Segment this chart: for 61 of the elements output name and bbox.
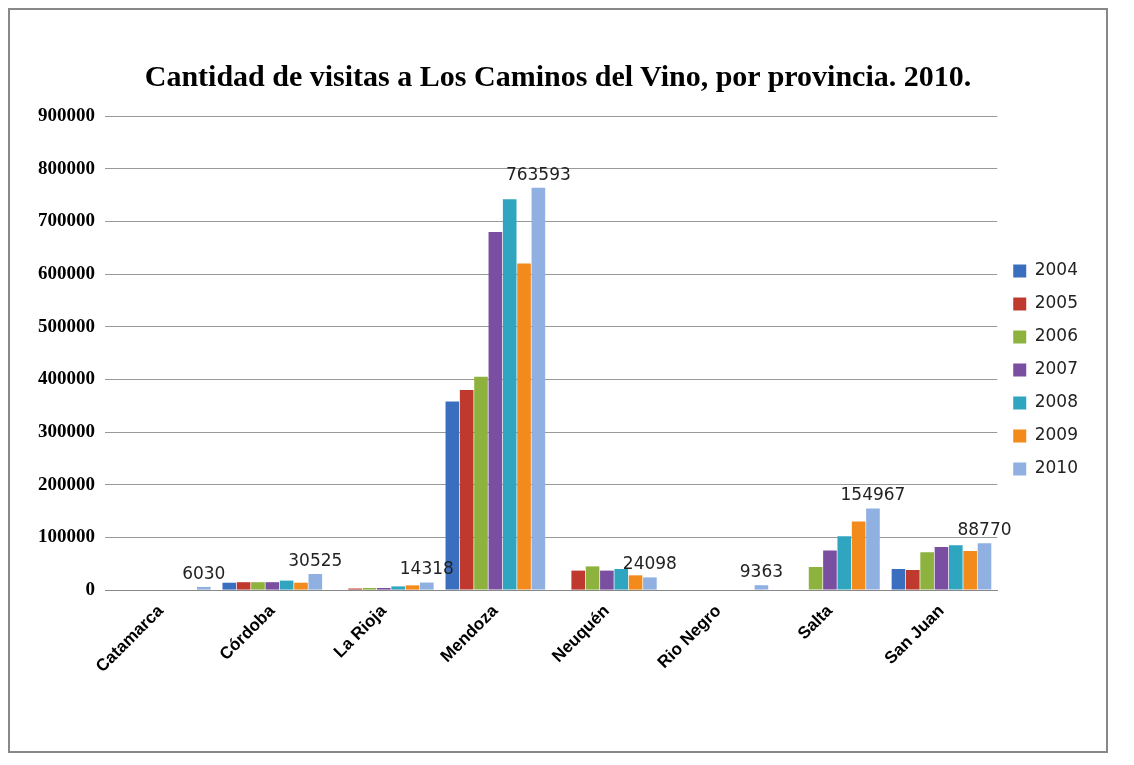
bar xyxy=(391,586,405,590)
bar xyxy=(837,536,852,590)
bar xyxy=(196,586,211,590)
data-label: 9363 xyxy=(739,561,784,582)
bar xyxy=(754,585,769,590)
bar xyxy=(934,546,949,590)
y-tick-label: 800000 xyxy=(38,156,95,178)
bar xyxy=(531,187,546,590)
legend-label: 2008 xyxy=(1034,391,1078,412)
y-tick-label: 400000 xyxy=(38,367,95,389)
data-label: 763593 xyxy=(505,163,571,184)
bar xyxy=(905,570,920,590)
y-tick-label: 100000 xyxy=(38,525,95,547)
legend-label: 2004 xyxy=(1034,259,1078,280)
y-tick-label: 300000 xyxy=(38,419,95,441)
data-label: 30525 xyxy=(288,549,343,570)
legend-label: 2010 xyxy=(1034,457,1078,478)
bar xyxy=(808,566,823,590)
bar xyxy=(222,582,237,590)
data-label: 154967 xyxy=(840,484,906,505)
bar xyxy=(949,545,963,590)
y-tick-label: 600000 xyxy=(38,261,95,283)
y-tick-label: 0 xyxy=(85,578,95,599)
data-label: 88770 xyxy=(957,519,1012,540)
legend-label: 2006 xyxy=(1034,325,1078,346)
chart-title: Cantidad de visitas a Los Caminos del Vino, por provincia. 2010. xyxy=(144,58,972,92)
y-tick-label: 900000 xyxy=(38,103,95,125)
bar xyxy=(585,566,600,590)
bar xyxy=(891,569,906,590)
bar xyxy=(420,582,434,590)
bar xyxy=(459,389,474,590)
bar xyxy=(823,550,837,590)
bar xyxy=(628,575,643,590)
y-tick-label: 500000 xyxy=(38,314,95,336)
bar xyxy=(920,552,934,590)
bar xyxy=(963,551,977,590)
bar xyxy=(251,582,265,590)
bar xyxy=(851,521,866,590)
bar xyxy=(600,570,614,590)
bar xyxy=(265,582,280,590)
bar xyxy=(279,580,294,590)
bar xyxy=(517,263,531,590)
bar xyxy=(474,376,488,590)
bar xyxy=(571,570,586,590)
bar xyxy=(866,508,880,590)
bar xyxy=(614,569,629,590)
bar xyxy=(405,585,420,590)
y-tick-label: 200000 xyxy=(38,472,95,494)
bar xyxy=(236,582,251,590)
bar xyxy=(977,543,992,590)
data-label: 24098 xyxy=(622,553,677,574)
bar xyxy=(643,577,657,590)
legend-label: 2005 xyxy=(1034,292,1078,313)
legend-label: 2007 xyxy=(1034,358,1078,379)
bar xyxy=(294,582,308,590)
y-tick-label: 700000 xyxy=(38,209,95,231)
legend-label: 2009 xyxy=(1034,424,1078,445)
bar xyxy=(308,574,323,590)
bar xyxy=(502,199,517,590)
bar xyxy=(488,231,503,590)
data-label: 6030 xyxy=(182,562,226,583)
